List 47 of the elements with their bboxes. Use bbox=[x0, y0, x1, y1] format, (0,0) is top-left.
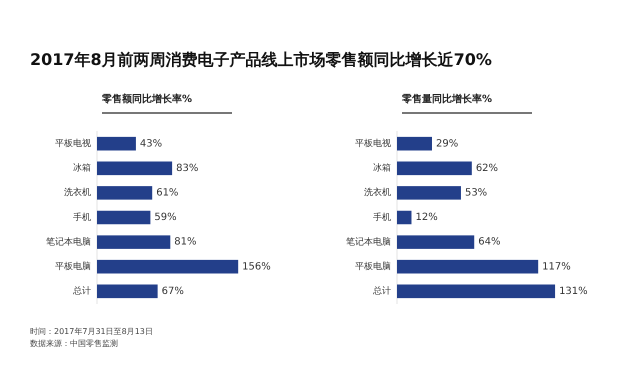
bar bbox=[397, 210, 412, 224]
data-label: 43% bbox=[140, 138, 162, 150]
y-tick-label: 平板电视 bbox=[55, 138, 91, 150]
y-tick-label: 笔记本电脑 bbox=[346, 236, 391, 248]
bar bbox=[97, 186, 152, 200]
y-tick-label: 平板电脑 bbox=[355, 261, 391, 272]
bar bbox=[97, 235, 170, 249]
y-tick-label: 总计 bbox=[72, 286, 91, 297]
y-tick-label: 总计 bbox=[372, 286, 391, 297]
y-tick-label: 冰箱 bbox=[73, 162, 91, 174]
data-label: 67% bbox=[162, 286, 184, 297]
y-tick-label: 平板电脑 bbox=[55, 261, 91, 272]
bar bbox=[97, 260, 238, 274]
data-label: 131% bbox=[559, 286, 588, 297]
data-label: 64% bbox=[478, 236, 500, 248]
y-tick-label: 冰箱 bbox=[373, 162, 391, 174]
chart-title: 2017年8月前两周消费电子产品线上市场零售额同比增长近70% bbox=[30, 50, 492, 71]
bar bbox=[97, 136, 136, 150]
y-tick-label: 洗衣机 bbox=[64, 187, 91, 198]
data-label: 156% bbox=[242, 261, 271, 272]
bar bbox=[397, 186, 461, 200]
bar bbox=[397, 284, 556, 298]
data-label: 83% bbox=[176, 162, 198, 174]
data-label: 61% bbox=[156, 187, 178, 198]
y-tick-label: 笔记本电脑 bbox=[46, 236, 91, 248]
y-tick-label: 手机 bbox=[373, 212, 391, 223]
text: 时间：2017年7月31日至8月13日 bbox=[30, 326, 153, 338]
chart-subtitle: 零售额同比增长率% bbox=[102, 92, 232, 114]
data-label: 29% bbox=[436, 138, 458, 150]
bar bbox=[397, 235, 474, 249]
chart-subtitle: 零售量同比增长率% bbox=[402, 92, 532, 114]
bar bbox=[97, 162, 172, 176]
data-label: 81% bbox=[174, 236, 197, 248]
data-label: 117% bbox=[542, 261, 571, 272]
y-tick-label: 平板电视 bbox=[355, 138, 391, 150]
bar bbox=[97, 210, 150, 224]
data-label: 12% bbox=[415, 212, 438, 224]
data-label: 59% bbox=[154, 212, 177, 224]
bar bbox=[97, 284, 158, 298]
data-label: 53% bbox=[464, 187, 488, 198]
source-note: 数据来源：中国零售监测 bbox=[30, 338, 119, 350]
y-tick-label: 洗衣机 bbox=[364, 187, 391, 198]
y-tick-label: 手机 bbox=[73, 212, 91, 223]
data-label: 62% bbox=[476, 162, 498, 174]
bar bbox=[397, 162, 472, 176]
bar bbox=[397, 260, 538, 274]
bar bbox=[397, 136, 432, 150]
